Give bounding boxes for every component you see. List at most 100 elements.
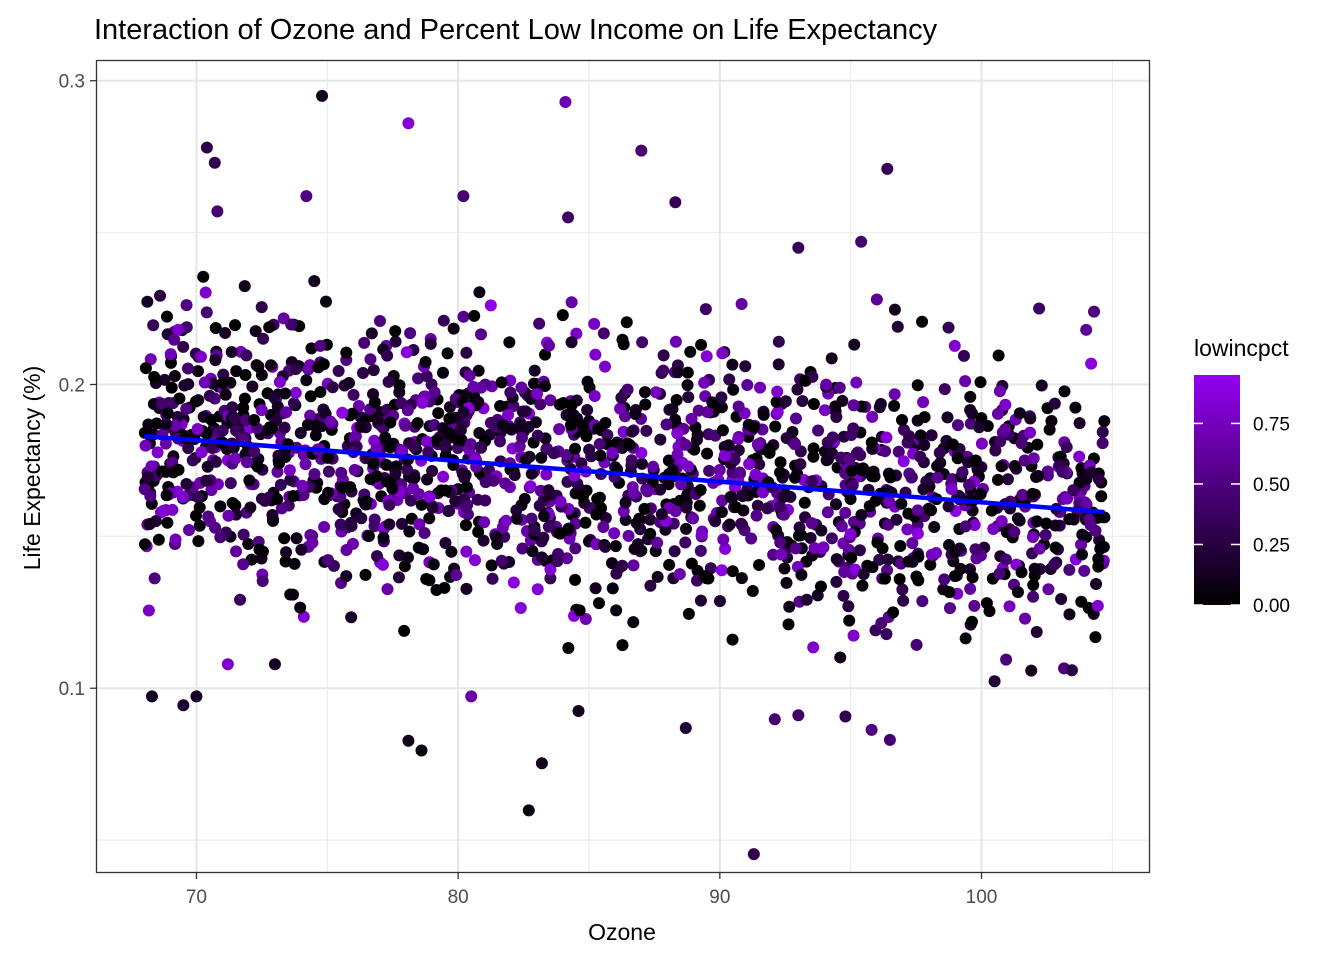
data-point [467, 380, 480, 393]
data-point [437, 470, 450, 483]
data-point [383, 518, 396, 531]
data-point [420, 573, 433, 586]
data-point [671, 366, 684, 379]
data-point [688, 443, 701, 456]
data-point [969, 454, 982, 467]
trend-line [143, 433, 1105, 515]
data-point [779, 395, 792, 408]
data-point [973, 421, 986, 434]
data-point [428, 386, 441, 399]
data-point [948, 570, 961, 583]
data-point [569, 542, 582, 555]
data-point [879, 572, 892, 585]
data-point [209, 521, 222, 534]
data-point [959, 520, 972, 533]
data-point [401, 463, 414, 476]
data-point [1015, 566, 1028, 579]
data-point [922, 502, 935, 515]
data-point [715, 401, 728, 414]
data-point [441, 347, 454, 360]
data-point [144, 353, 157, 366]
data-point [914, 450, 927, 463]
data-point [1027, 579, 1040, 592]
data-point [193, 519, 206, 532]
data-point [992, 349, 1005, 362]
data-point [845, 464, 858, 477]
data-point [911, 504, 924, 517]
data-point [192, 535, 205, 548]
data-point [237, 528, 250, 541]
data-point [271, 493, 284, 506]
data-point [510, 512, 523, 525]
data-point [1055, 593, 1068, 606]
data-point [835, 520, 848, 533]
data-point [211, 205, 224, 218]
data-point [192, 365, 205, 378]
data-point [477, 534, 490, 547]
data-point [717, 533, 730, 546]
data-point [186, 454, 199, 467]
data-point [681, 366, 694, 379]
data-point [830, 575, 843, 588]
data-point [839, 710, 852, 723]
data-point [911, 414, 924, 427]
data-point [1076, 528, 1089, 541]
data-point [1025, 664, 1038, 677]
data-point [439, 484, 452, 497]
data-point [792, 709, 805, 722]
data-point [884, 471, 897, 484]
data-point [427, 558, 440, 571]
data-point [1026, 487, 1039, 500]
data-point [974, 488, 987, 501]
data-point [504, 386, 517, 399]
data-point [314, 386, 327, 399]
data-point [636, 336, 649, 349]
data-point [833, 381, 846, 394]
data-point [447, 322, 460, 335]
data-point [751, 438, 764, 451]
data-point [354, 420, 367, 433]
data-point [478, 516, 491, 529]
data-point [268, 390, 281, 403]
data-point [460, 346, 473, 359]
data-point [995, 460, 1008, 473]
data-point [275, 502, 288, 515]
data-point [510, 504, 523, 517]
data-point [419, 356, 432, 369]
data-point [335, 466, 348, 479]
data-point [805, 517, 818, 530]
data-point [581, 375, 594, 388]
data-point [301, 418, 314, 431]
data-point [264, 359, 277, 372]
data-point [999, 423, 1012, 436]
data-point [190, 690, 203, 703]
data-point [616, 559, 629, 572]
data-point [525, 512, 538, 525]
data-point [719, 542, 732, 555]
data-point [475, 328, 488, 341]
data-point [205, 413, 218, 426]
data-point [460, 582, 473, 595]
data-point [895, 413, 908, 426]
data-point [194, 350, 207, 363]
data-point [531, 429, 544, 442]
data-point [795, 568, 808, 581]
data-point [887, 606, 900, 619]
data-point [157, 504, 170, 517]
data-point [191, 422, 204, 435]
data-point [1058, 385, 1071, 398]
data-point [164, 348, 177, 361]
data-point [669, 505, 682, 518]
data-point [599, 511, 612, 524]
data-point [468, 309, 481, 322]
data-point [812, 424, 825, 437]
data-point [407, 440, 420, 453]
data-point [682, 460, 695, 473]
data-point [525, 467, 538, 480]
data-point [380, 458, 393, 471]
color-legend: lowincpct 0.00 0.25 0.50 0.75 [1194, 335, 1290, 617]
data-point [177, 340, 190, 353]
data-point [673, 568, 686, 581]
data-point [1013, 514, 1026, 527]
data-point [1031, 438, 1044, 451]
